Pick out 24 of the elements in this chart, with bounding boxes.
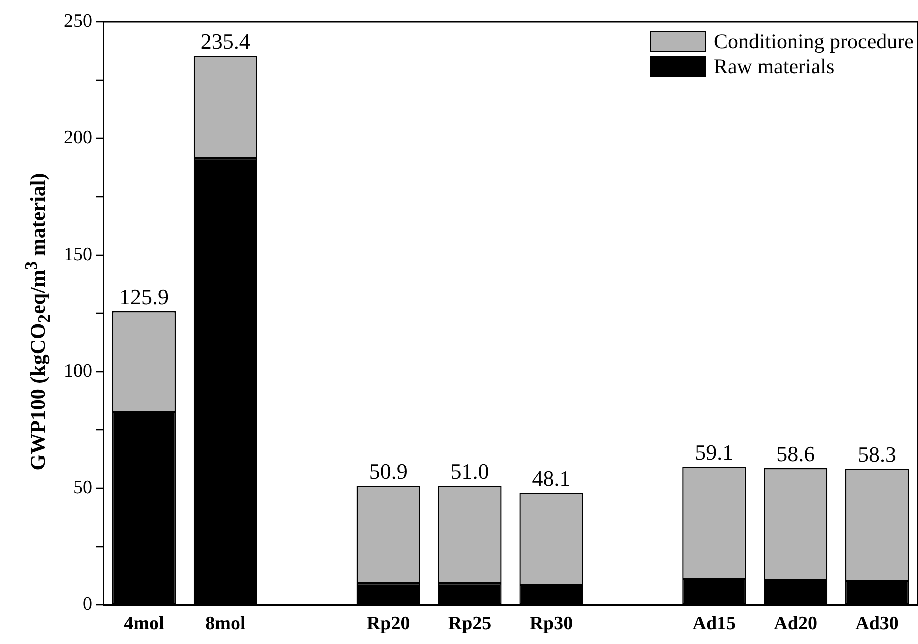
x-tick-label: Rp20 [366,614,410,635]
total-label: 235.4 [200,28,250,54]
total-label: 51.0 [450,459,490,484]
x-tick-label: Ad30 [856,614,899,635]
legend-label: Raw materials [714,54,835,79]
total-label: 48.1 [532,466,571,491]
total-label: 58.6 [776,441,816,466]
y-tick-label: 100 [64,360,92,382]
y-tick-label: 200 [64,128,92,149]
legend-label: Conditioning procedure [714,30,914,54]
x-tick-label: Ad20 [774,614,818,635]
y-tick-label: 0 [83,594,92,616]
total-label: 125.9 [119,284,169,310]
x-tick-label: Rp25 [448,614,492,635]
total-label: 59.1 [695,440,734,466]
x-tick-label: 8mol [206,614,246,635]
total-label: 50.9 [369,459,408,484]
x-tick-label: 4mol [124,614,164,635]
y-tick-label: 50 [74,478,92,499]
y-tick-label: 250 [64,10,92,32]
y-tick-label: 150 [64,244,92,266]
x-tick-label: Ad15 [692,614,736,635]
x-tick-label: Rp30 [530,614,574,635]
total-label: 58.3 [858,442,897,467]
